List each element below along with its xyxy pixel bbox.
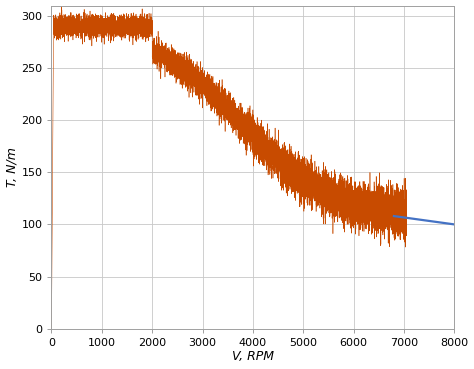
X-axis label: V, RPM: V, RPM bbox=[232, 351, 274, 363]
Y-axis label: T, N/m: T, N/m bbox=[6, 147, 18, 187]
